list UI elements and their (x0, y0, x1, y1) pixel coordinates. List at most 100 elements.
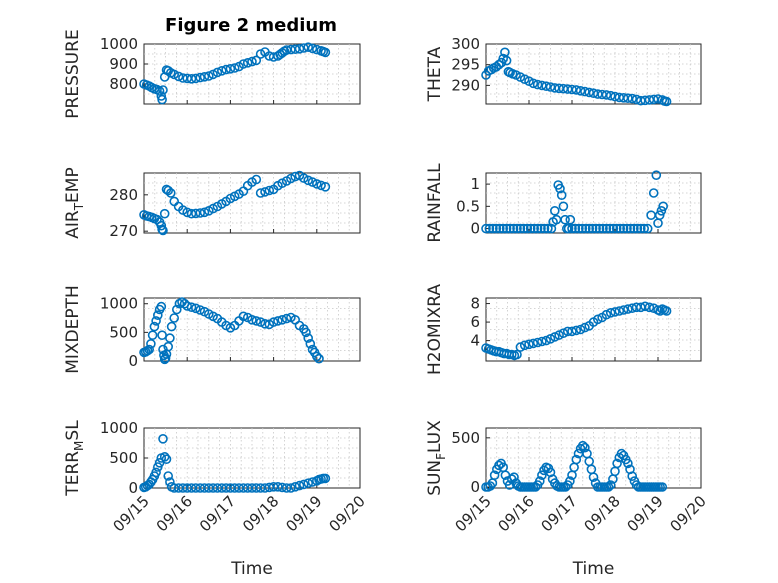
data-point (268, 317, 279, 327)
data-point (159, 208, 170, 219)
data-point (537, 80, 547, 91)
y-axis-label: AIRTEMP (63, 167, 86, 238)
y-tick-label: 500 (451, 429, 480, 447)
data-point (605, 480, 616, 490)
data-point (658, 201, 669, 212)
data-point (298, 479, 309, 490)
data-point (303, 175, 314, 186)
y-tick-label: 500 (109, 449, 138, 467)
data-point (539, 223, 550, 234)
y-tick-label: 0.5 (456, 197, 480, 215)
x-tick-label: 09/19 (624, 492, 667, 535)
data-point (618, 305, 629, 315)
y-tick-label: 0 (470, 220, 480, 238)
data-point (571, 325, 582, 336)
data-point (251, 316, 262, 326)
data-point (307, 177, 318, 187)
data-point (290, 481, 301, 492)
x-tick-label: 09/18 (239, 492, 282, 535)
data-point (532, 337, 543, 348)
data-point (160, 353, 171, 363)
data-point (565, 214, 576, 225)
data-point (172, 304, 182, 315)
data-point (601, 223, 612, 234)
y-tick-label: 1000 (100, 35, 138, 53)
panel-terr-msl: 0 500 1000 09/15 09/16 09/17 09/18 09/19 09/20 Ti… (63, 419, 369, 579)
data-point (199, 72, 210, 82)
data-point (221, 64, 231, 75)
data-point (654, 210, 665, 220)
data-point (501, 223, 512, 234)
x-tick-label: 09/16 (495, 492, 538, 535)
y-tick-label: 900 (109, 55, 138, 73)
data-point (498, 223, 509, 234)
data-point (565, 476, 575, 486)
data-point (567, 326, 577, 337)
data-point (584, 223, 595, 234)
data-point (644, 302, 655, 313)
data-point (144, 344, 154, 355)
data-point (163, 471, 173, 481)
data-point (169, 69, 179, 80)
data-point (642, 223, 653, 234)
y-tick-label: 0 (128, 479, 138, 497)
data-point (301, 327, 311, 338)
data-point (156, 220, 167, 231)
data-point (320, 47, 331, 58)
data-point (541, 335, 552, 346)
figure-title: Figure 2 medium (165, 15, 337, 36)
y-axis-label: TERRMSL (63, 420, 86, 497)
data-point (294, 480, 305, 491)
y-tick-label: 8 (470, 295, 480, 313)
data-point (303, 333, 314, 343)
data-point (173, 71, 184, 82)
data-point (161, 454, 172, 465)
y-tick-label: 6 (470, 313, 480, 331)
x-tick-label: 09/17 (196, 492, 239, 535)
data-point (605, 307, 616, 318)
data-point (159, 451, 170, 462)
data-point (273, 316, 283, 326)
data-point (515, 223, 526, 234)
data-point (204, 71, 214, 81)
data-point (488, 223, 498, 234)
data-point (614, 306, 625, 316)
data-point (158, 85, 168, 95)
data-point (532, 223, 543, 234)
panel-mixdepth: 0 500 1000 MIXDEPTH (63, 285, 361, 374)
data-point (549, 206, 560, 216)
data-point (255, 188, 266, 198)
data-point (163, 341, 173, 352)
y-tick-label: 4 (470, 332, 480, 350)
data-point (537, 470, 547, 481)
x-tick-label: 09/19 (282, 492, 325, 535)
data-point (558, 328, 569, 339)
data-point (623, 304, 633, 314)
data-point (632, 223, 643, 234)
data-point (311, 179, 322, 189)
data-point (273, 481, 283, 492)
data-point (294, 43, 305, 54)
y-tick-label: 280 (109, 186, 138, 204)
data-point (225, 64, 236, 74)
data-point (277, 314, 288, 325)
data-point (166, 321, 177, 332)
data-point (622, 223, 632, 234)
data-point (501, 55, 512, 66)
data-point (605, 90, 616, 101)
data-point (532, 79, 543, 90)
data-point (247, 56, 257, 67)
data-point (158, 225, 168, 236)
data-point (290, 171, 301, 182)
data-point (251, 55, 262, 66)
x-tick-label: 09/18 (581, 492, 624, 535)
data-point (575, 86, 586, 96)
data-point (314, 353, 324, 364)
data-point (255, 317, 266, 327)
data-point (580, 86, 590, 97)
data-point (556, 190, 567, 200)
y-axis-label: SUNFLUX (425, 420, 448, 496)
data-point (191, 73, 201, 84)
data-point (515, 342, 526, 352)
data-point (320, 182, 331, 192)
